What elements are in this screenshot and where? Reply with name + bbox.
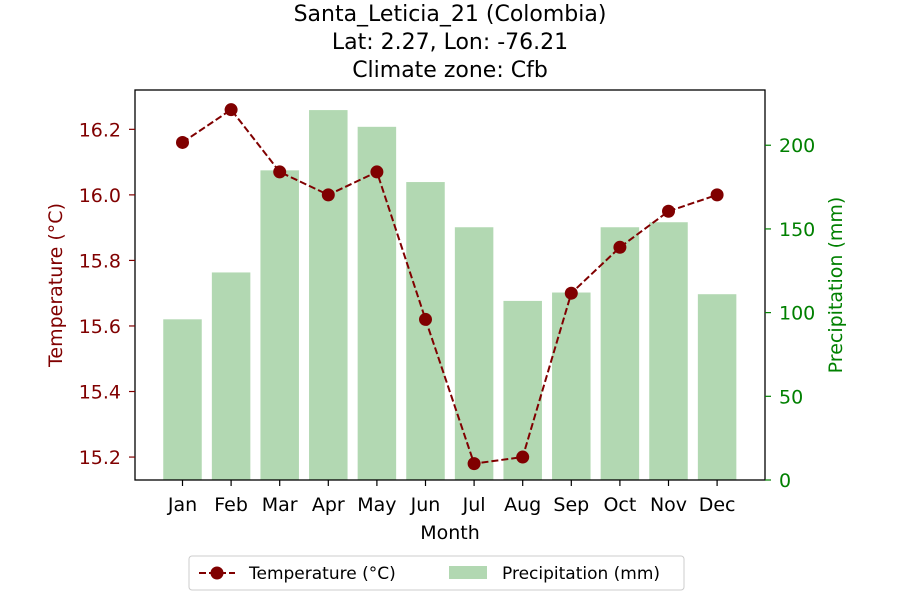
x-tick-label-jun: Jun: [410, 494, 441, 516]
x-tick-label-aug: Aug: [504, 494, 541, 516]
temperature-point-jan: [176, 135, 189, 149]
precipitation-bar-may: [357, 126, 397, 480]
x-tick-label-may: May: [357, 494, 396, 516]
precipitation-bar-mar: [260, 170, 299, 480]
x-tick-label-oct: Oct: [603, 494, 636, 516]
right-tick-label: 50: [779, 386, 803, 408]
title-line-1: Santa_Leticia_21 (Colombia): [294, 2, 607, 27]
temperature-point-may: [370, 165, 384, 179]
temperature-point-jun: [419, 312, 432, 326]
x-tick-label-nov: Nov: [650, 494, 687, 516]
plot-border: [134, 89, 766, 481]
chart-title: Santa_Leticia_21 (Colombia) Lat: 2.27, Lo…: [294, 2, 607, 83]
x-tick-label-feb: Feb: [214, 494, 248, 516]
title-line-2: Lat: 2.27, Lon: -76.21: [332, 30, 568, 55]
left-y-axis: 15.2 15.4 15.6 15.8 16.0 16.2 Temperature (°C): [45, 119, 135, 469]
precipitation-bar-feb: [211, 272, 251, 480]
right-tick-label: 100: [779, 303, 815, 325]
x-tick-label-jul: Jul: [462, 494, 486, 516]
x-tick-label-mar: Mar: [262, 494, 298, 516]
chart-legend: Temperature (°C) Precipitation (mm): [188, 555, 685, 591]
precipitation-bar-dec: [697, 294, 737, 480]
left-tick-label: 15.2: [79, 447, 121, 469]
precipitation-bar-sep: [552, 292, 591, 480]
precipitation-bar-aug: [503, 300, 542, 480]
legend-temperature-marker: [210, 566, 224, 580]
left-tick-label: 15.6: [79, 316, 121, 338]
temperature-point-apr: [321, 188, 335, 202]
x-axis-title: Month: [420, 522, 480, 544]
right-y-axis: 0 50 100 150 200 Precipitation (mm): [765, 135, 847, 492]
temperature-point-sep: [564, 286, 578, 300]
legend-precipitation-label: Precipitation (mm): [502, 564, 660, 584]
precipitation-bars: [163, 110, 737, 481]
legend-precipitation-swatch: [449, 566, 487, 579]
temperature-point-jul: [467, 457, 481, 471]
precipitation-bar-jun: [406, 182, 445, 480]
title-line-3: Climate zone: Cfb: [352, 58, 548, 83]
temperature-point-dec: [710, 188, 724, 202]
right-tick-label: 200: [779, 135, 815, 157]
temperature-point-oct: [613, 240, 627, 254]
temperature-line: [181, 108, 718, 465]
precipitation-bar-jan: [163, 319, 202, 480]
x-tick-label-sep: Sep: [553, 494, 589, 516]
precipitation-bar-apr: [309, 110, 348, 480]
precipitation-bar-oct: [600, 227, 640, 480]
temperature-point-mar: [273, 165, 287, 179]
temperature-point-nov: [662, 204, 675, 218]
x-tick-label-apr: Apr: [312, 494, 345, 516]
legend-temperature-label: Temperature (°C): [248, 564, 396, 584]
x-tick-label-jan: Jan: [167, 494, 197, 516]
temperature-point-aug: [516, 450, 530, 464]
precipitation-bar-nov: [649, 222, 688, 481]
left-axis-title: Temperature (°C): [45, 203, 67, 368]
left-tick-label: 16.0: [79, 185, 121, 207]
right-axis-title: Precipitation (mm): [825, 197, 847, 374]
temperature-point-feb: [224, 103, 238, 117]
right-tick-label: 150: [779, 219, 815, 241]
x-tick-label-dec: Dec: [699, 494, 736, 516]
x-axis: Jan Feb Mar Apr May Jun Jul Aug Sep Oct Nov Dec Mont…: [167, 480, 736, 544]
plot-frame: [134, 89, 766, 481]
right-tick-label: 0: [779, 470, 791, 492]
left-tick-label: 15.8: [79, 250, 121, 272]
left-tick-label: 16.2: [79, 119, 121, 141]
legend-box: [188, 555, 685, 591]
precipitation-bar-jul: [454, 227, 494, 480]
temperature-series: [176, 103, 724, 471]
left-tick-label: 15.4: [79, 382, 121, 404]
